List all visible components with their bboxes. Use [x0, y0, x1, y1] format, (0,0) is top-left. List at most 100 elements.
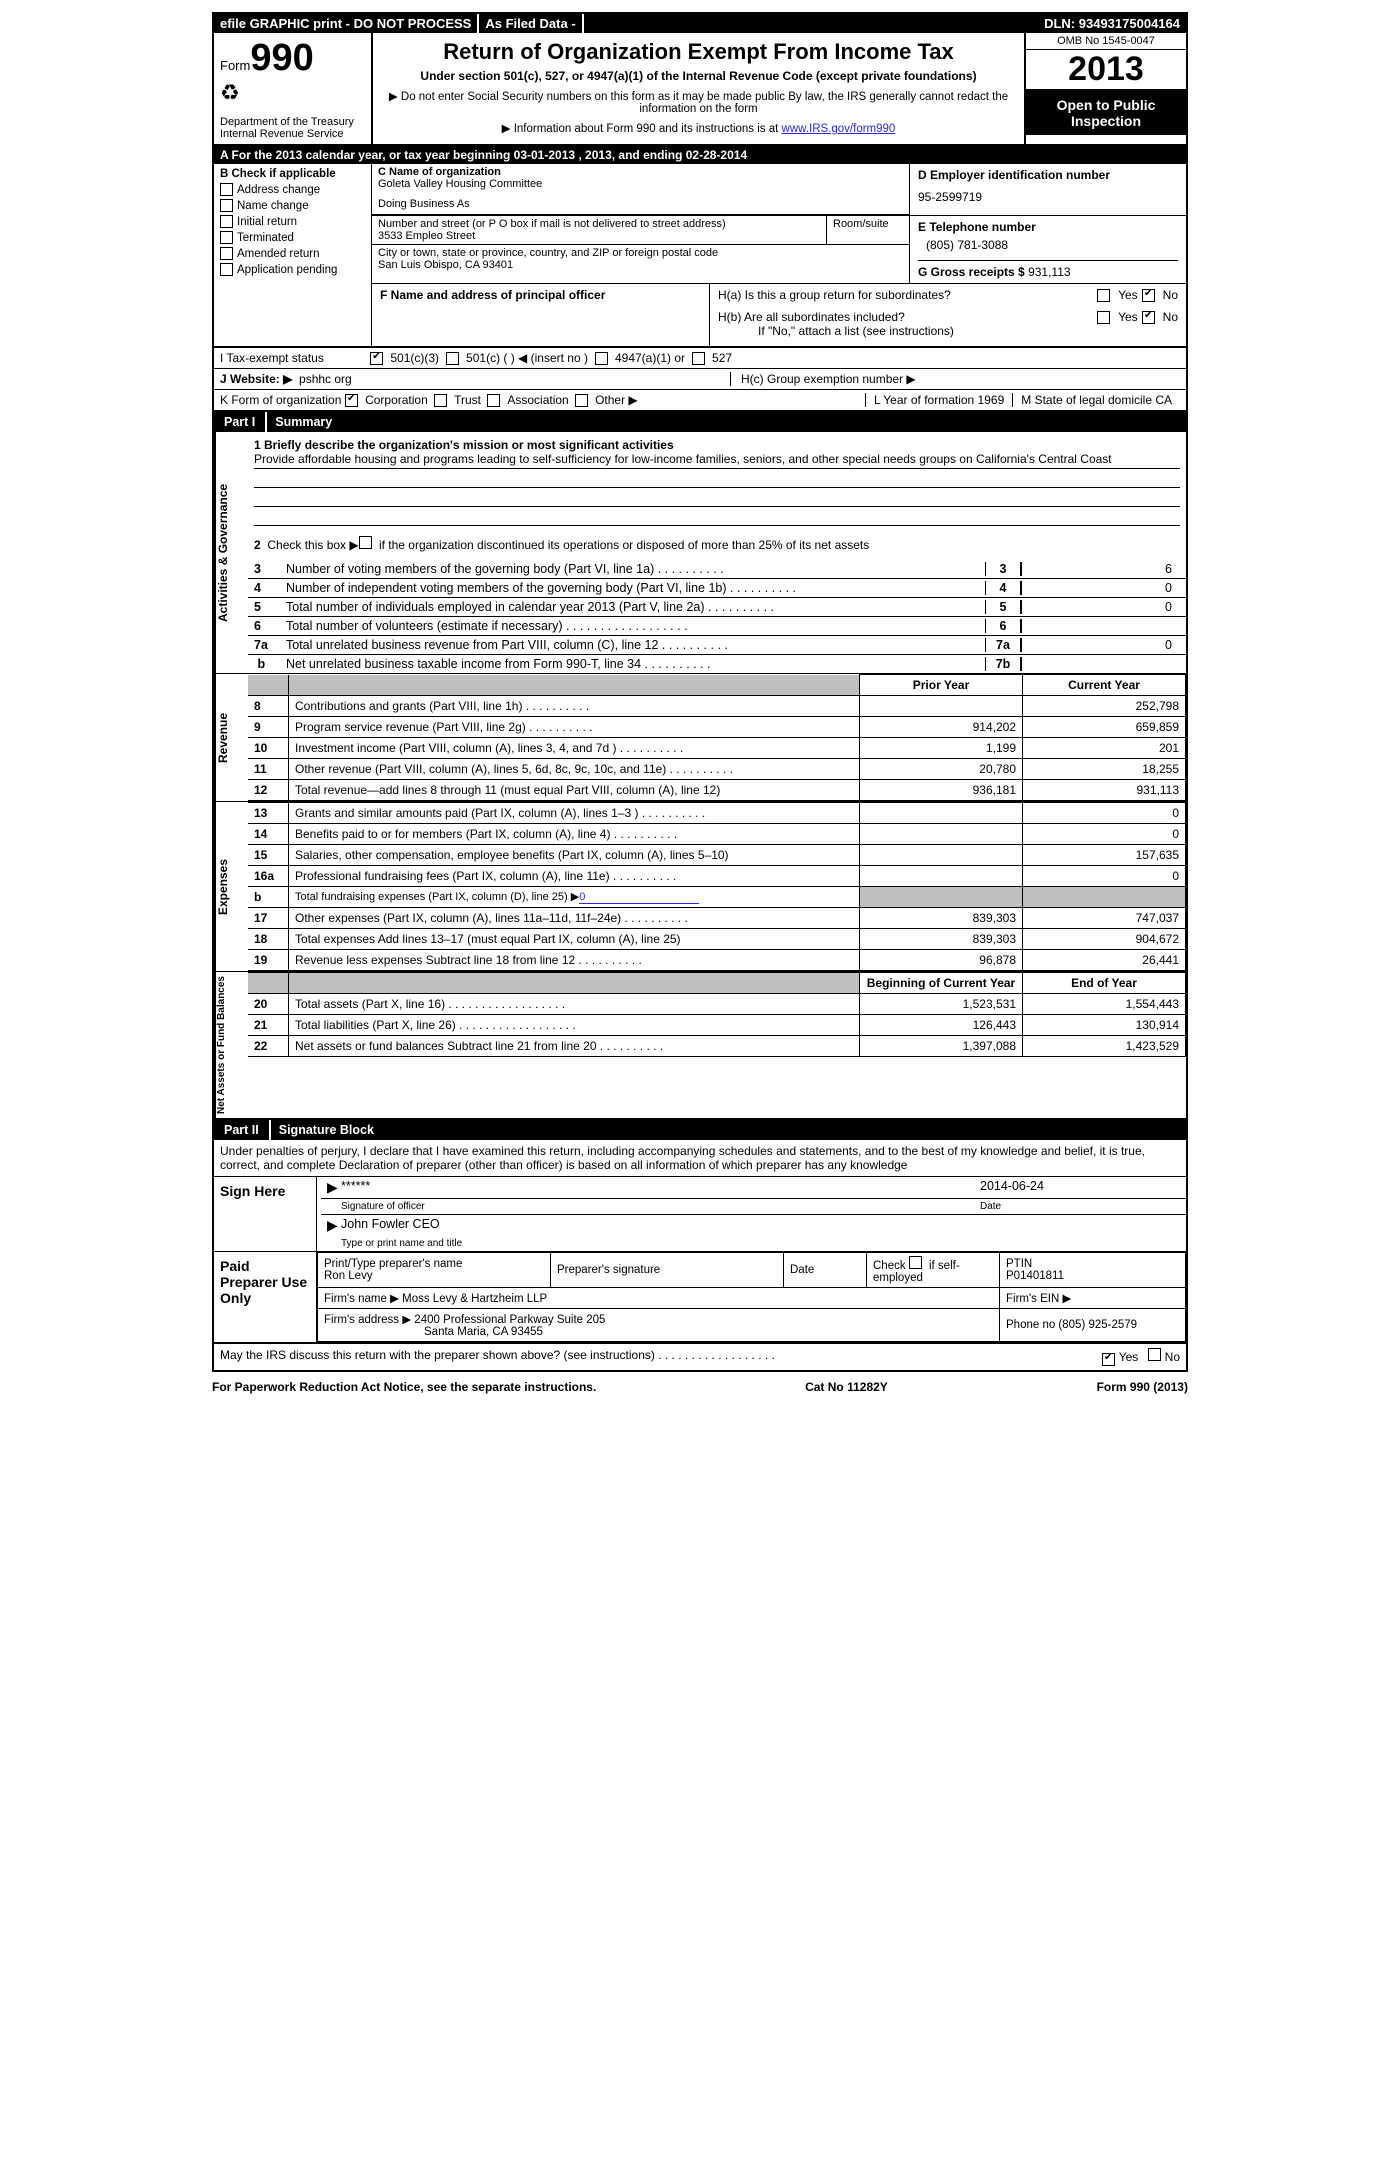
header-mid: Return of Organization Exempt From Incom…: [373, 33, 1024, 144]
revenue-section: Revenue Prior YearCurrent Year 8Contribu…: [214, 674, 1186, 802]
discuss-no[interactable]: [1148, 1348, 1161, 1361]
ptin: P01401811: [1006, 1270, 1179, 1282]
line6-val: [1021, 619, 1180, 633]
chk-address-change[interactable]: Address change: [220, 183, 365, 196]
chk-name-change[interactable]: Name change: [220, 199, 365, 212]
chk-application-pending[interactable]: Application pending: [220, 263, 365, 276]
officer-signature: ******: [341, 1179, 980, 1196]
paperwork-notice: For Paperwork Reduction Act Notice, see …: [212, 1380, 596, 1394]
chk-527[interactable]: [692, 352, 705, 365]
ssn-note: ▶ Do not enter Social Security numbers o…: [383, 89, 1014, 115]
row-j: J Website: ▶ pshhc org H(c) Group exempt…: [214, 369, 1186, 390]
table-row: 8Contributions and grants (Part VIII, li…: [248, 696, 1186, 717]
line7b: Net unrelated business taxable income fr…: [286, 657, 985, 671]
box-h: H(a) Is this a group return for subordin…: [710, 284, 1186, 346]
h-c: H(c) Group exemption number ▶: [730, 372, 916, 386]
expenses-section: Expenses 13Grants and similar amounts pa…: [214, 802, 1186, 972]
paid-preparer-block: Paid Preparer Use Only Print/Type prepar…: [214, 1252, 1186, 1344]
table-row: bTotal fundraising expenses (Part IX, co…: [248, 887, 1186, 908]
arrow-icon: ▶: [327, 1217, 341, 1234]
side-label-governance: Activities & Governance: [214, 432, 248, 673]
box-c: C Name of organization Goleta Valley Hou…: [372, 164, 910, 215]
chk-assoc[interactable]: [487, 394, 500, 407]
chk-other[interactable]: [575, 394, 588, 407]
form-ref: Form 990 (2013): [1097, 1380, 1188, 1394]
table-row: 11Other revenue (Part VIII, column (A), …: [248, 759, 1186, 780]
irs-link[interactable]: www.IRS.gov/form990: [782, 123, 896, 135]
dba-label: Doing Business As: [378, 198, 897, 210]
page-footer: For Paperwork Reduction Act Notice, see …: [210, 1376, 1190, 1398]
h-b-note: If "No," attach a list (see instructions…: [758, 324, 1178, 338]
mission-text: Provide affordable housing and programs …: [254, 452, 1180, 469]
discuss-yes[interactable]: [1102, 1353, 1115, 1366]
table-row: 18Total expenses Add lines 13–17 (must e…: [248, 929, 1186, 950]
hb-yes[interactable]: [1097, 311, 1110, 324]
tax-year: 2013: [1026, 50, 1186, 91]
revenue-table: Prior YearCurrent Year 8Contributions an…: [248, 674, 1186, 801]
table-row: 19Revenue less expenses Subtract line 18…: [248, 950, 1186, 971]
firm-phone: Phone no (805) 925-2579: [1000, 1309, 1186, 1342]
box-e-g: E Telephone number (805) 781-3088 G Gros…: [909, 216, 1186, 283]
hdr-prior-year: Prior Year: [860, 675, 1023, 696]
line6: Total number of volunteers (estimate if …: [286, 619, 985, 633]
officer-name: John Fowler CEO: [341, 1217, 1180, 1234]
header-left: Form990 ♻ Department of the Treasury Int…: [214, 33, 373, 144]
year-formation: L Year of formation 1969: [865, 393, 1012, 407]
side-label-netassets: Net Assets or Fund Balances: [214, 972, 248, 1118]
table-row: 20Total assets (Part X, line 16)1,523,53…: [248, 994, 1186, 1015]
table-row: 12Total revenue—add lines 8 through 11 (…: [248, 780, 1186, 801]
sign-here-block: Sign Here ▶ ****** 2014-06-24 Signature …: [214, 1177, 1186, 1252]
line7a: Total unrelated business revenue from Pa…: [286, 638, 985, 652]
chk-terminated[interactable]: Terminated: [220, 231, 365, 244]
cat-no: Cat No 11282Y: [805, 1380, 888, 1394]
table-row: 16aProfessional fundraising fees (Part I…: [248, 866, 1186, 887]
line4-val: 0: [1021, 581, 1180, 595]
table-row: 13Grants and similar amounts paid (Part …: [248, 803, 1186, 824]
chk-initial-return[interactable]: Initial return: [220, 215, 365, 228]
chk-4947[interactable]: [595, 352, 608, 365]
chk-trust[interactable]: [434, 394, 447, 407]
preparer-date-hdr: Date: [784, 1253, 867, 1288]
chk-amended[interactable]: Amended return: [220, 247, 365, 260]
form-subtitle: Under section 501(c), 527, or 4947(a)(1)…: [383, 69, 1014, 83]
line2: 2 Check this box ▶ if the organization d…: [254, 536, 869, 552]
table-row: 10Investment income (Part VIII, column (…: [248, 738, 1186, 759]
hb-no[interactable]: [1142, 311, 1155, 324]
info-note: ▶ Information about Form 990 and its ins…: [383, 121, 1014, 135]
chk-corp[interactable]: [345, 394, 358, 407]
ha-yes[interactable]: [1097, 289, 1110, 302]
gross-receipts: 931,113: [1028, 265, 1071, 279]
omb-number: OMB No 1545-0047: [1026, 33, 1186, 50]
dept-treasury: Department of the Treasury: [220, 116, 365, 128]
box-f: F Name and address of principal officer: [372, 284, 710, 346]
firm-addr1: 2400 Professional Parkway Suite 205: [414, 1314, 605, 1326]
as-filed: As Filed Data -: [479, 14, 583, 33]
form-label: Form: [220, 58, 250, 73]
sign-here-label: Sign Here: [214, 1177, 317, 1251]
hdr-current-year: Current Year: [1023, 675, 1186, 696]
org-street: 3533 Empleo Street: [378, 230, 820, 242]
hdr-end-year: End of Year: [1023, 973, 1186, 994]
h-a-label: H(a) Is this a group return for subordin…: [718, 288, 951, 302]
box-c-block: C Name of organization Goleta Valley Hou…: [372, 164, 1186, 346]
line3: Number of voting members of the governin…: [286, 562, 985, 576]
chk-self-employed[interactable]: [909, 1256, 922, 1269]
part-i-header: Part I Summary: [214, 412, 1186, 432]
h-b-label: H(b) Are all subordinates included?: [718, 310, 905, 324]
dln: DLN: 93493175004164: [1038, 14, 1186, 33]
part-ii-header: Part II Signature Block: [214, 1120, 1186, 1140]
row-k: K Form of organization Corporation Trust…: [214, 390, 1186, 412]
chk-501c[interactable]: [446, 352, 459, 365]
state-domicile: M State of legal domicile CA: [1012, 393, 1180, 407]
chk-discontinued[interactable]: [359, 536, 372, 549]
irs-label: Internal Revenue Service: [220, 128, 365, 140]
firm-name: Moss Levy & Hartzheim LLP: [402, 1293, 547, 1305]
firm-ein-label: Firm's EIN ▶: [1000, 1288, 1186, 1309]
chk-501c3[interactable]: [370, 352, 383, 365]
side-label-revenue: Revenue: [214, 674, 248, 801]
box-b: B Check if applicable Address change Nam…: [214, 164, 372, 346]
open-public: Open to Public Inspection: [1026, 91, 1186, 135]
ha-no[interactable]: [1142, 289, 1155, 302]
table-row: 17Other expenses (Part IX, column (A), l…: [248, 908, 1186, 929]
topbar: efile GRAPHIC print - DO NOT PROCESS As …: [214, 14, 1186, 33]
